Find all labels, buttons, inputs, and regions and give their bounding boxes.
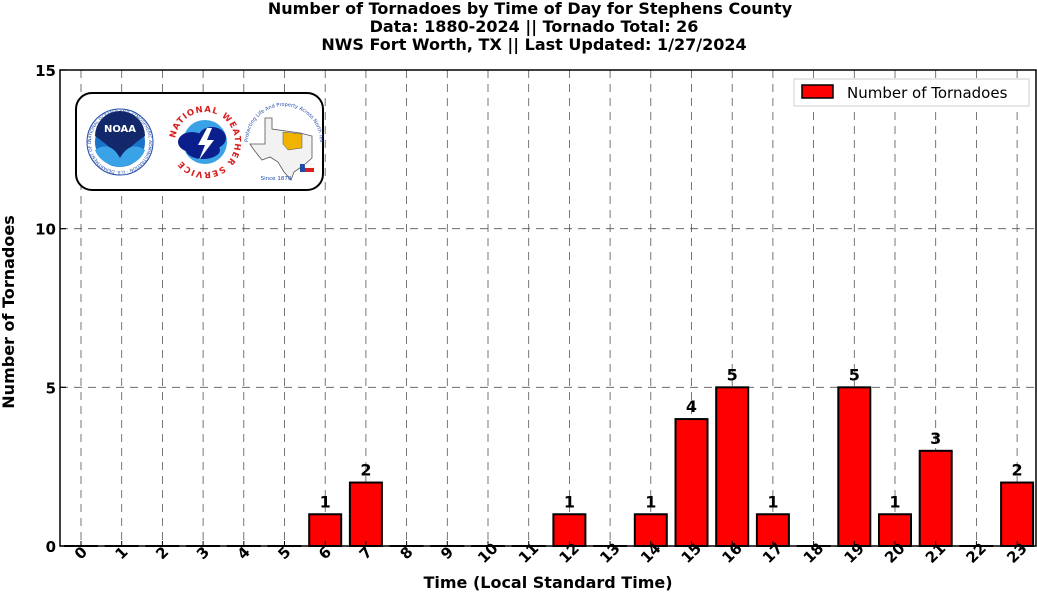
y-tick-label: 15 [35, 62, 56, 80]
bar-value-label: 1 [889, 492, 900, 511]
bar-value-label: 5 [849, 365, 860, 384]
x-tick-label: 13 [596, 539, 623, 566]
bars [64, 386, 1035, 548]
x-tick-label: 22 [963, 539, 990, 566]
bar-hour-21 [918, 449, 953, 547]
y-axis-ticks: 0 5 10 15 [35, 62, 66, 556]
x-tick-label: 18 [800, 539, 827, 566]
legend-swatch [801, 84, 834, 99]
fwd-since-text: Since 1870 [261, 176, 292, 182]
bar-hour-6 [308, 513, 343, 547]
bar-value-label: 5 [727, 365, 738, 384]
chart-title-line-1: Number of Tornadoes by Time of Day for S… [268, 0, 793, 18]
chart-title-line-3: NWS Fort Worth, TX || Last Updated: 1/27… [321, 35, 746, 55]
y-tick-label: 10 [35, 221, 56, 239]
bar-value-label: 4 [686, 397, 697, 416]
bar-hour-7 [348, 481, 383, 547]
bar-value-label: 2 [360, 461, 371, 480]
chart-title-line-2: Data: 1880-2024 || Tornado Total: 26 [370, 17, 699, 37]
x-tick-label: 11 [515, 539, 542, 566]
plot-frame [59, 69, 1037, 547]
bar-value-label: 1 [564, 492, 575, 511]
y-axis-title: Number of Tornadoes [0, 215, 18, 408]
x-axis-title: Time (Local Standard Time) [423, 573, 672, 592]
bar-data-labels: 1 2 1 1 4 5 1 5 1 3 2 [320, 365, 1023, 511]
texas-flag-icon [300, 163, 315, 172]
nws-logo: NATIONAL WEATHER SERVICE [168, 105, 241, 179]
y-tick-label: 0 [46, 538, 56, 556]
bar-value-label: 1 [767, 492, 778, 511]
chart-title: Number of Tornadoes by Time of Day for S… [268, 0, 793, 55]
legend-label: Number of Tornadoes [847, 84, 1008, 102]
bar-hour-23 [1000, 481, 1035, 547]
x-tick-label: 10 [474, 539, 501, 566]
bar-hour-16 [715, 386, 750, 548]
legend: Number of Tornadoes [793, 78, 1030, 107]
noaa-logo-text: NOAA [104, 124, 136, 135]
bar-value-label: 1 [645, 492, 656, 511]
logo-panel: NATIONAL OCEANIC AND ATMOSPHERIC ADMINIS… [0, 0, 324, 191]
bar-hour-14 [633, 513, 668, 547]
y-tick-label: 5 [46, 379, 56, 397]
bar-value-label: 2 [1012, 461, 1023, 480]
bar-hour-12 [552, 513, 587, 547]
bar-value-label: 3 [930, 429, 941, 448]
bar-value-label: 1 [320, 492, 331, 511]
bar-hour-19 [837, 386, 872, 548]
bar-hour-15 [674, 418, 709, 548]
